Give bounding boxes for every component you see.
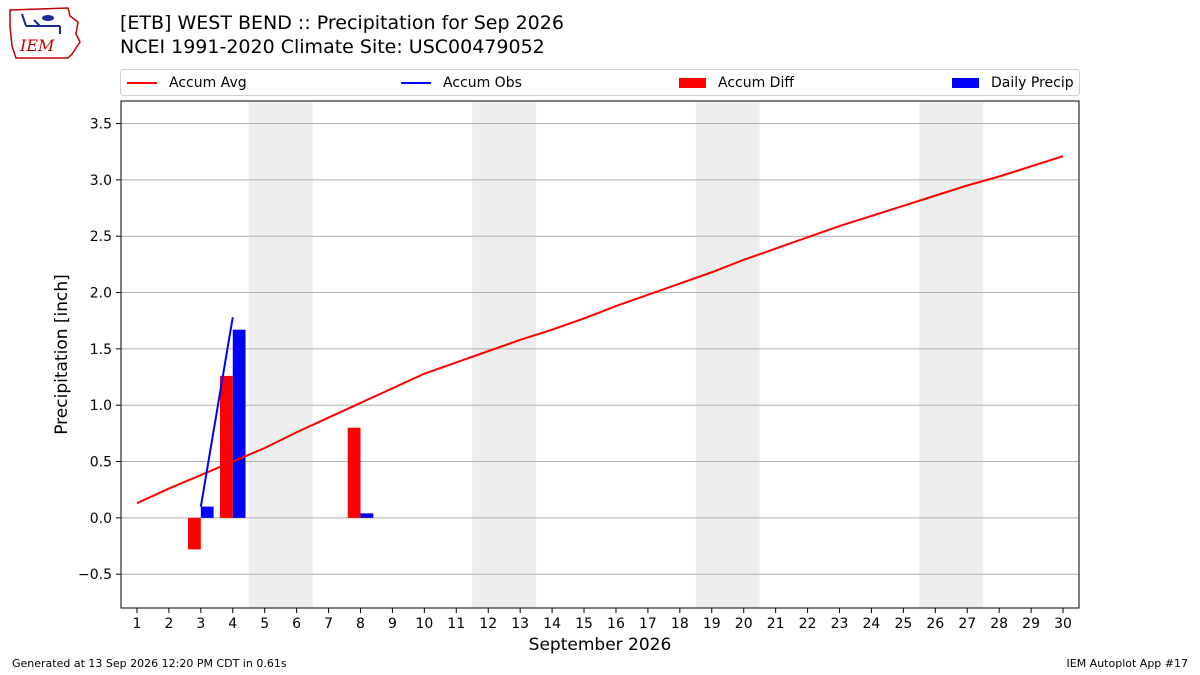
app-credit: IEM Autoplot App #17 — [1066, 657, 1189, 670]
x-tick-label: 11 — [447, 616, 465, 632]
y-axis-label: Precipitation [inch] — [52, 274, 72, 435]
weekend-shade — [248, 101, 313, 608]
x-tick-label: 17 — [639, 616, 657, 632]
x-tick-label: 1 — [133, 616, 142, 632]
x-tick-label: 23 — [831, 616, 849, 632]
x-tick-label: 3 — [196, 616, 205, 632]
accum-diff-bar — [188, 517, 201, 550]
x-tick-label: 8 — [356, 616, 365, 632]
y-tick-label: 0.0 — [90, 511, 112, 527]
legend-swatch — [952, 77, 979, 88]
accum-obs-line — [199, 317, 234, 507]
x-tick-label: 2 — [164, 616, 173, 632]
legend-item-accum-diff: Accum Diff — [679, 70, 794, 95]
y-tick-label: 0.5 — [90, 455, 112, 471]
chart-title: [ETB] WEST BEND :: Precipitation for Sep… — [120, 12, 564, 34]
y-tick-label: 2.5 — [90, 229, 112, 245]
x-tick-label: 22 — [799, 616, 817, 632]
x-tick-label: 21 — [767, 616, 785, 632]
legend-label: Accum Avg — [169, 74, 247, 91]
x-axis-label: September 2026 — [529, 635, 672, 655]
x-tick-label: 15 — [575, 616, 593, 632]
legend-item-daily-precip: Daily Precip — [952, 70, 1074, 95]
accum-avg-line — [136, 155, 1064, 505]
x-tick-label: 10 — [415, 616, 433, 632]
legend-item-accum-obs: Accum Obs — [401, 70, 522, 95]
accum-diff-bar — [219, 375, 233, 518]
x-tick-label: 27 — [958, 616, 976, 632]
chart-legend: Accum Avg Accum Obs Accum Diff Daily Pre… — [120, 69, 1080, 96]
x-tick-label: 30 — [1054, 616, 1072, 632]
x-tick-label: 14 — [543, 616, 561, 632]
x-tick-label: 4 — [228, 616, 237, 632]
generated-timestamp: Generated at 13 Sep 2026 12:20 PM CDT in… — [12, 657, 287, 670]
x-tick-label: 7 — [324, 616, 333, 632]
weekend-shade — [695, 101, 760, 608]
legend-swatch — [401, 81, 431, 84]
plot-frame — [120, 100, 1080, 609]
x-tick-label: 16 — [607, 616, 625, 632]
x-tick-label: 20 — [735, 616, 753, 632]
accum-diff-bar — [347, 427, 361, 518]
y-tick-label: 3.0 — [90, 173, 112, 189]
iowa-map-logo-icon: IEM — [9, 7, 81, 59]
legend-swatch — [127, 81, 157, 84]
legend-item-accum-avg: Accum Avg — [127, 70, 247, 95]
y-tick-label: 3.5 — [90, 117, 112, 133]
x-tick-label: 29 — [1022, 616, 1040, 632]
logo-text: IEM — [19, 36, 55, 55]
daily-precip-bar — [360, 513, 374, 518]
y-tick-label: −0.5 — [78, 567, 112, 583]
legend-label: Daily Precip — [991, 74, 1074, 91]
y-tick-label: 2.0 — [90, 286, 112, 302]
x-tick-label: 13 — [511, 616, 529, 632]
x-tick-label: 19 — [703, 616, 721, 632]
daily-precip-bar — [232, 329, 246, 518]
x-tick-label: 25 — [894, 616, 912, 632]
x-tick-label: 6 — [292, 616, 301, 632]
x-tick-label: 28 — [990, 616, 1008, 632]
iem-logo: IEM — [8, 6, 82, 60]
x-tick-label: 5 — [260, 616, 269, 632]
x-tick-label: 18 — [671, 616, 689, 632]
x-tick-label: 26 — [926, 616, 944, 632]
daily-precip-bar — [200, 506, 214, 518]
weekend-shade — [472, 101, 537, 608]
x-tick-label: 12 — [479, 616, 497, 632]
legend-label: Accum Obs — [443, 74, 522, 91]
y-tick-label: 1.0 — [90, 398, 112, 414]
x-tick-label: 9 — [388, 616, 397, 632]
legend-label: Accum Diff — [718, 74, 795, 91]
y-tick-label: 1.5 — [90, 342, 112, 358]
weekend-shade — [919, 101, 984, 608]
legend-swatch — [679, 77, 706, 88]
chart-subtitle: NCEI 1991-2020 Climate Site: USC00479052 — [120, 36, 545, 58]
x-tick-label: 24 — [863, 616, 881, 632]
